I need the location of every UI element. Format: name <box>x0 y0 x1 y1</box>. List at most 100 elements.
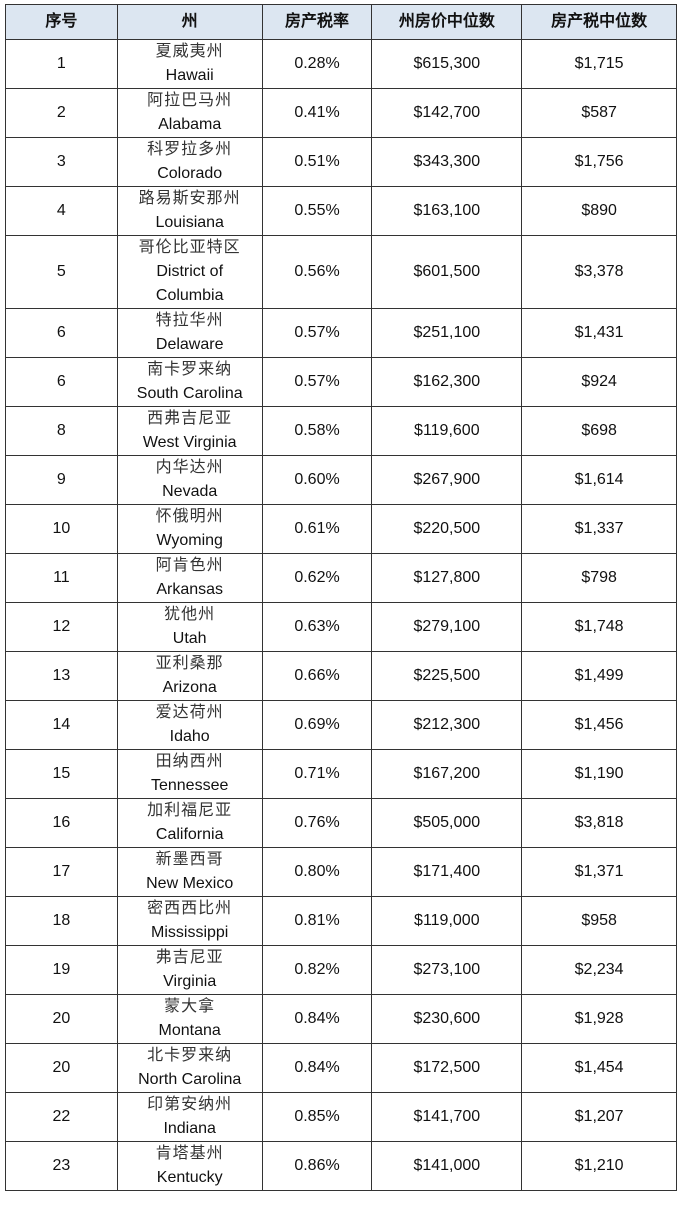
median-tax-cell: $1,456 <box>521 700 677 750</box>
tax-rate-cell: 0.63% <box>261 602 373 652</box>
median-tax-cell: $1,371 <box>521 847 677 897</box>
tax-rate-cell: 0.84% <box>261 994 373 1044</box>
table-row: 11 阿肯色州 Arkansas 0.62% $127,800 $798 <box>5 553 677 603</box>
state-name-zh: 哥伦比亚特区 <box>138 239 241 256</box>
median-price-cell: $162,300 <box>371 357 523 407</box>
state-name-zh: 加利福尼亚 <box>147 802 233 819</box>
median-tax-cell: $587 <box>521 88 677 138</box>
tax-rate-cell: 0.69% <box>261 700 373 750</box>
state-name-en: Hawaii <box>165 67 214 84</box>
median-price-cell: $225,500 <box>371 651 523 701</box>
median-price-cell: $615,300 <box>371 39 523 89</box>
median-tax-cell: $1,431 <box>521 308 677 358</box>
tax-rate-cell: 0.61% <box>261 504 373 554</box>
state-name-en: Arkansas <box>156 581 224 598</box>
state-cell: 爱达荷州 Idaho <box>116 700 263 750</box>
median-tax-cell: $1,748 <box>521 602 677 652</box>
median-price-cell: $119,600 <box>371 406 523 456</box>
rank-cell: 5 <box>5 235 118 309</box>
rank-cell: 1 <box>5 39 118 89</box>
state-name-zh: 科罗拉多州 <box>147 141 233 158</box>
state-cell: 印第安纳州 Indiana <box>116 1092 263 1142</box>
state-cell: 内华达州 Nevada <box>116 455 263 505</box>
state-name-zh: 田纳西州 <box>155 753 224 770</box>
median-tax-cell: $924 <box>521 357 677 407</box>
state-name-en: Mississippi <box>151 924 229 941</box>
rank-cell: 6 <box>5 357 118 407</box>
rank-cell: 4 <box>5 186 118 236</box>
median-tax-cell: $1,454 <box>521 1043 677 1093</box>
state-name-en: Colorado <box>157 165 223 182</box>
median-price-cell: $279,100 <box>371 602 523 652</box>
table-row: 12 犹他州 Utah 0.63% $279,100 $1,748 <box>5 602 677 652</box>
rank-cell: 23 <box>5 1141 118 1191</box>
table-row: 19 弗吉尼亚 Virginia 0.82% $273,100 $2,234 <box>5 945 677 995</box>
state-name-en: Delaware <box>155 336 224 353</box>
tax-rate-cell: 0.60% <box>261 455 373 505</box>
median-price-cell: $141,000 <box>371 1141 523 1191</box>
tax-rate-cell: 0.58% <box>261 406 373 456</box>
tax-rate-cell: 0.85% <box>261 1092 373 1142</box>
state-name-en: Arizona <box>162 679 217 696</box>
state-name-en: District of Columbia <box>155 263 224 304</box>
median-price-cell: $172,500 <box>371 1043 523 1093</box>
state-cell: 阿拉巴马州 Alabama <box>116 88 263 138</box>
median-tax-cell: $698 <box>521 406 677 456</box>
table-row: 20 北卡罗来纳 North Carolina 0.84% $172,500 $1,454 <box>5 1043 677 1093</box>
state-name-zh: 怀俄明州 <box>155 508 224 525</box>
state-name-en: Indiana <box>163 1120 216 1137</box>
tax-rate-cell: 0.51% <box>261 137 373 187</box>
table-row: 6 南卡罗来纳 South Carolina 0.57% $162,300 $924 <box>5 357 677 407</box>
table-row: 16 加利福尼亚 California 0.76% $505,000 $3,818 <box>5 798 677 848</box>
tax-rate-cell: 0.28% <box>261 39 373 89</box>
tax-rate-cell: 0.86% <box>261 1141 373 1191</box>
state-cell: 弗吉尼亚 Virginia <box>116 945 263 995</box>
median-tax-cell: $1,190 <box>521 749 677 799</box>
rank-cell: 17 <box>5 847 118 897</box>
table-row: 3 科罗拉多州 Colorado 0.51% $343,300 $1,756 <box>5 137 677 187</box>
state-name-zh: 夏威夷州 <box>155 43 224 60</box>
state-cell: 路易斯安那州 Louisiana <box>116 186 263 236</box>
state-name-zh: 阿拉巴马州 <box>147 92 233 109</box>
rank-cell: 8 <box>5 406 118 456</box>
state-cell: 特拉华州 Delaware <box>116 308 263 358</box>
table-row: 5 哥伦比亚特区 District of Columbia 0.56% $601,500… <box>5 235 677 309</box>
table-row: 18 密西西比州 Mississippi 0.81% $119,000 $958 <box>5 896 677 946</box>
rank-cell: 3 <box>5 137 118 187</box>
table-row: 22 印第安纳州 Indiana 0.85% $141,700 $1,207 <box>5 1092 677 1142</box>
state-name-en: West Virginia <box>142 434 237 451</box>
state-name-en: Wyoming <box>156 532 223 549</box>
median-price-cell: $601,500 <box>371 235 523 309</box>
table-row: 8 西弗吉尼亚 West Virginia 0.58% $119,600 $698 <box>5 406 677 456</box>
tax-table: 序号州房产税率 州房价中位数 房产税中位数 1 夏威夷州 Hawaii 0.28% $615… <box>5 4 677 1191</box>
median-tax-cell: $798 <box>521 553 677 603</box>
median-price-cell: $127,800 <box>371 553 523 603</box>
median-tax-cell: $1,207 <box>521 1092 677 1142</box>
state-name-en: New Mexico <box>146 875 234 892</box>
state-name-en: Montana <box>158 1022 221 1039</box>
rank-cell: 12 <box>5 602 118 652</box>
table-row: 1 夏威夷州 Hawaii 0.28% $615,300 $1,715 <box>5 39 677 89</box>
table-row: 20 蒙大拿 Montana 0.84% $230,600 $1,928 <box>5 994 677 1044</box>
state-name-en: Virginia <box>163 973 217 990</box>
state-name-en: Nevada <box>162 483 218 500</box>
header-cell: 州房价中位数 <box>371 4 523 40</box>
header-cell: 州 <box>116 4 263 40</box>
state-cell: 加利福尼亚 California <box>116 798 263 848</box>
table-row: 9 内华达州 Nevada 0.60% $267,900 $1,614 <box>5 455 677 505</box>
rank-cell: 6 <box>5 308 118 358</box>
median-price-cell: $251,100 <box>371 308 523 358</box>
median-price-cell: $142,700 <box>371 88 523 138</box>
rank-cell: 16 <box>5 798 118 848</box>
state-name-zh: 蒙大拿 <box>164 998 216 1015</box>
tax-rate-cell: 0.57% <box>261 308 373 358</box>
state-cell: 肯塔基州 Kentucky <box>116 1141 263 1191</box>
median-price-cell: $171,400 <box>371 847 523 897</box>
median-tax-cell: $1,337 <box>521 504 677 554</box>
tax-rate-cell: 0.41% <box>261 88 373 138</box>
state-name-zh: 密西西比州 <box>147 900 233 917</box>
rank-cell: 2 <box>5 88 118 138</box>
rank-cell: 9 <box>5 455 118 505</box>
rank-cell: 18 <box>5 896 118 946</box>
median-tax-cell: $3,378 <box>521 235 677 309</box>
